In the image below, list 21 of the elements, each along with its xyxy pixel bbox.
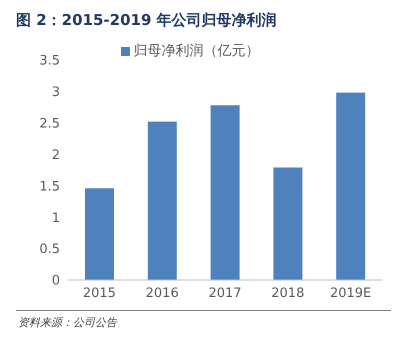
x-tick-label: 2018 xyxy=(271,286,304,302)
y-tick-label: 1.5 xyxy=(39,179,60,194)
bar xyxy=(336,92,366,280)
x-tick-label: 2017 xyxy=(208,286,242,302)
text: 资料来源：公司公告 xyxy=(18,315,117,330)
bar xyxy=(273,167,302,280)
bar xyxy=(210,105,240,280)
bar xyxy=(85,188,114,280)
y-tick-label: 0.5 xyxy=(39,242,60,258)
y-tick-label: 1 xyxy=(52,210,60,226)
bar xyxy=(148,122,177,280)
legend-label: 归母净利润（亿元） xyxy=(134,43,260,59)
x-tick-label: 2016 xyxy=(146,286,179,302)
y-tick-label: 2 xyxy=(52,148,60,163)
x-tick-label: 2019E xyxy=(330,286,372,302)
x-tick-label: 2015 xyxy=(82,286,116,302)
y-tick-label: 3 xyxy=(52,85,60,100)
y-tick-label: 3.5 xyxy=(39,54,60,69)
y-tick-label: 2.5 xyxy=(39,116,60,132)
y-tick-label: 0 xyxy=(52,274,60,289)
chart-title: 图 2：2015-2019 年公司归母净利润 xyxy=(16,11,277,30)
